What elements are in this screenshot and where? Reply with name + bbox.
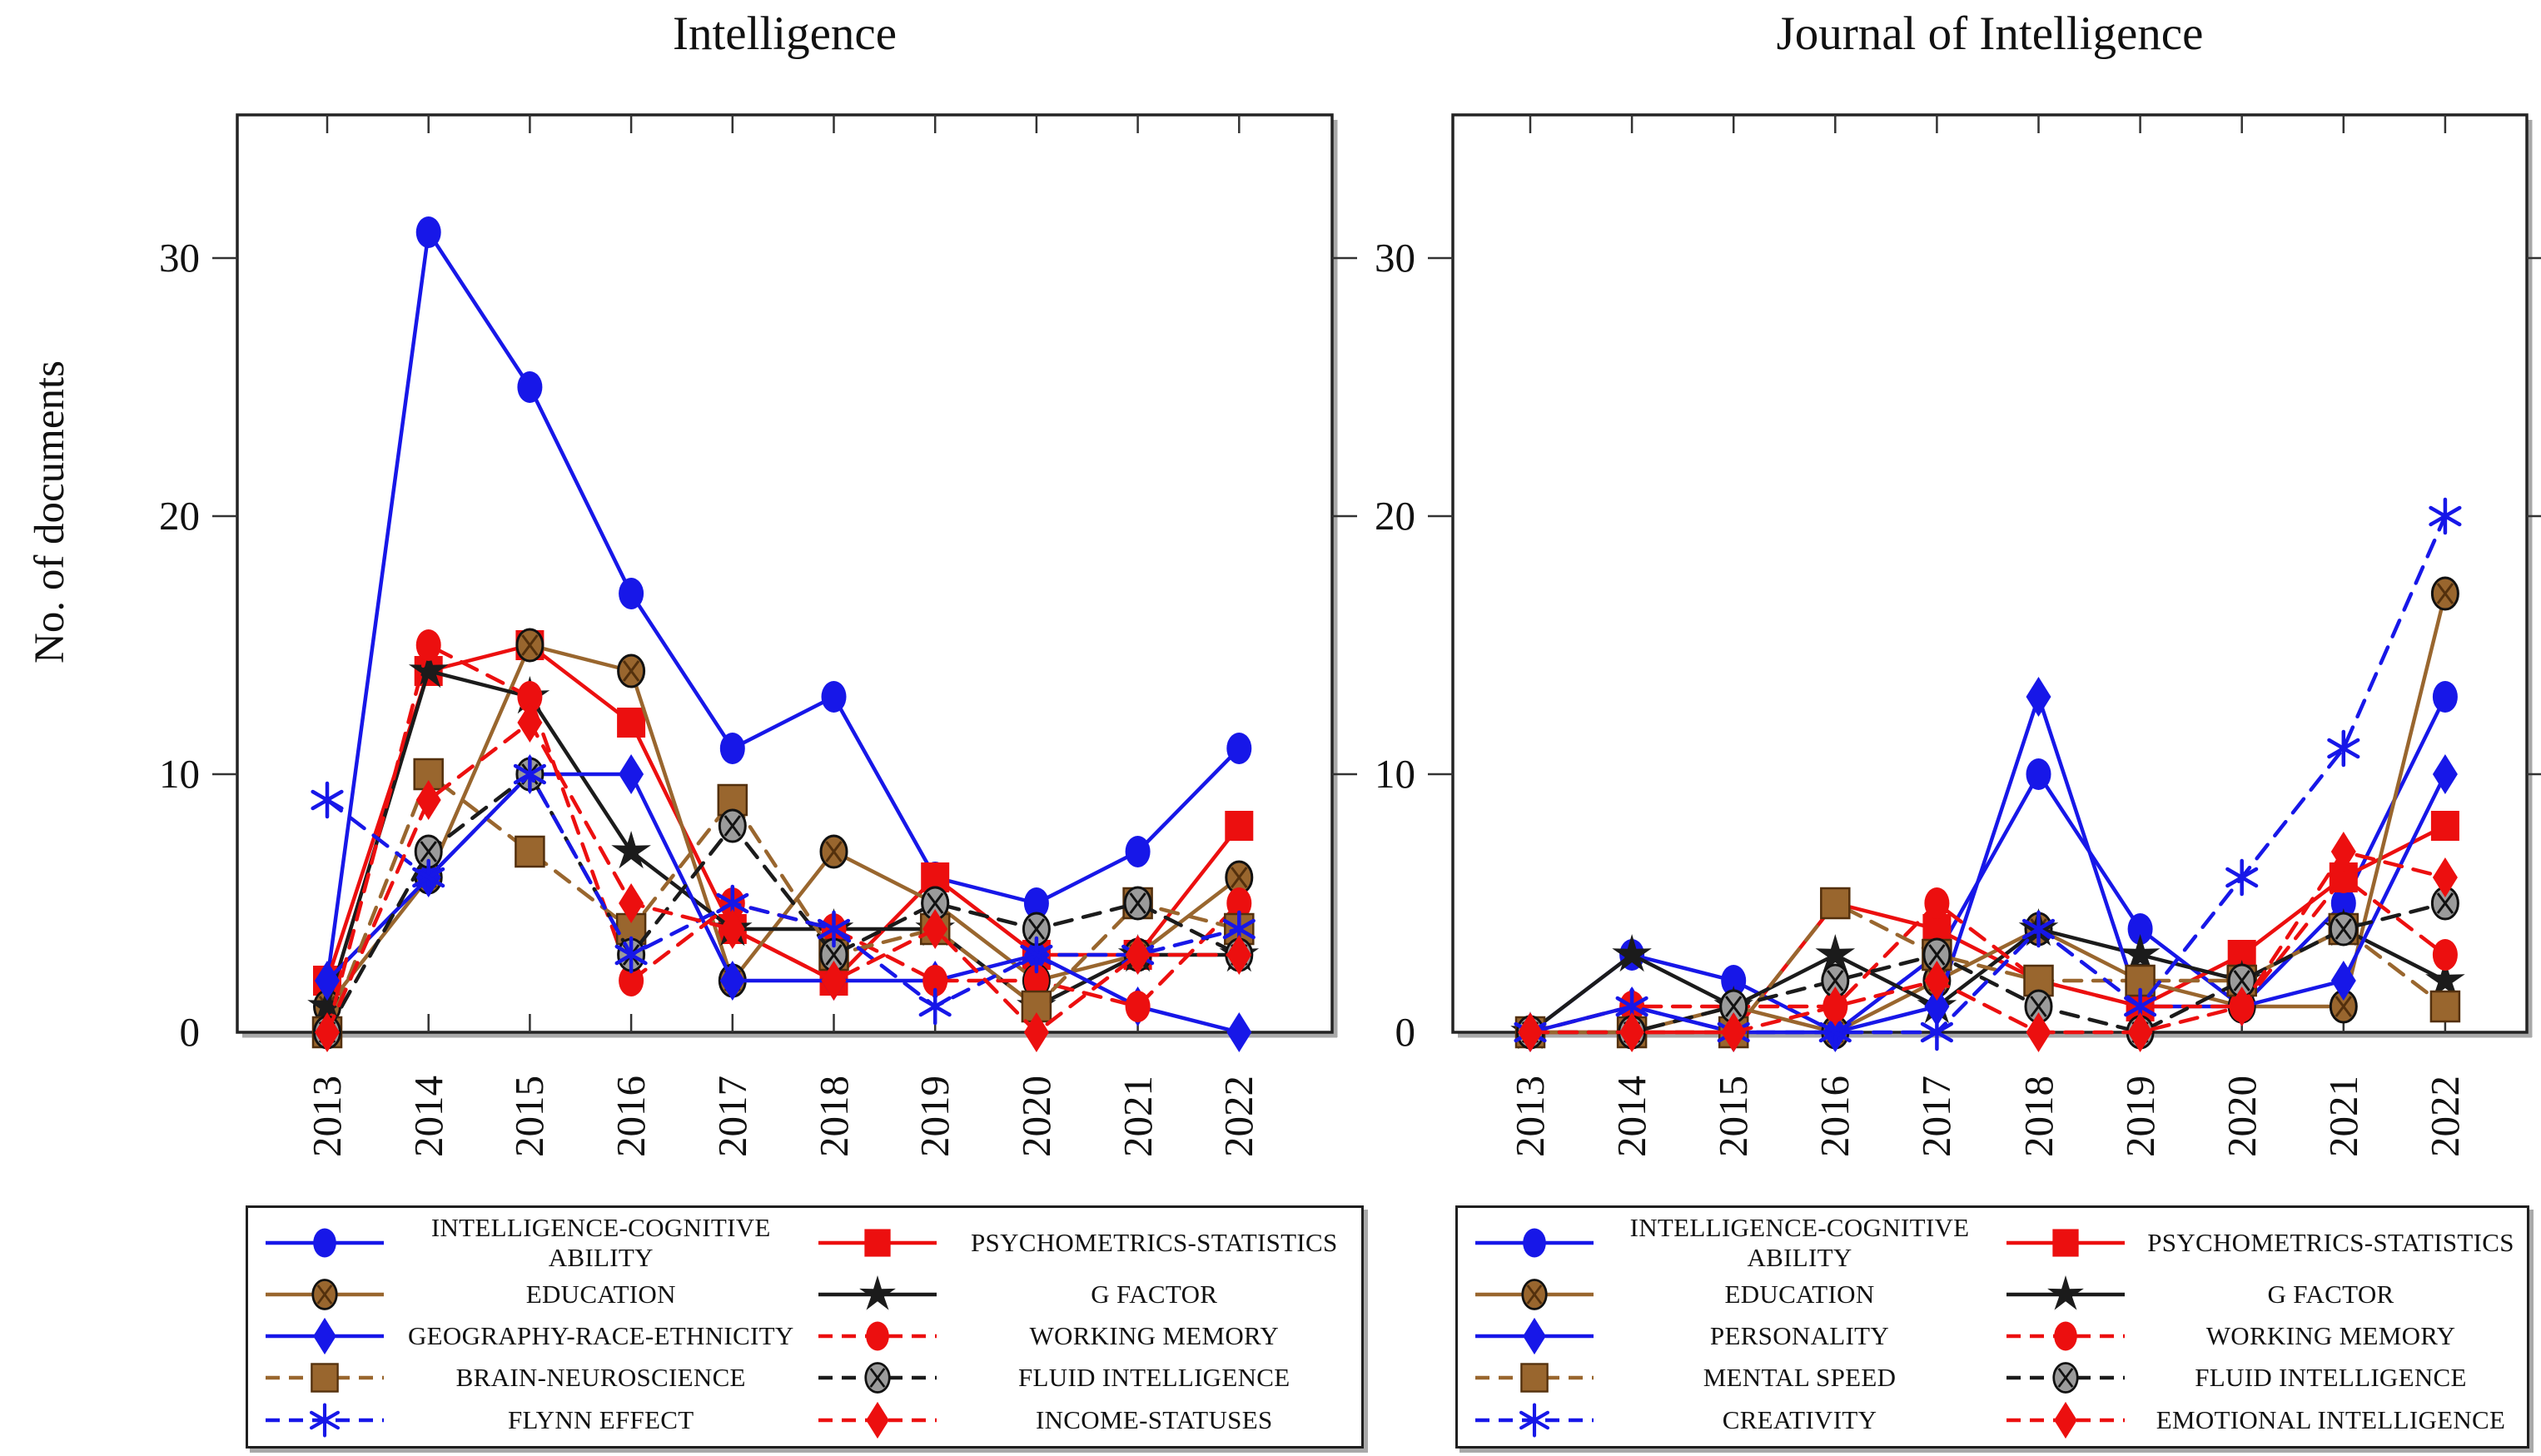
- x-tick-label: 2016: [608, 1076, 654, 1157]
- legend-sample-brain-neuroscience: [265, 1363, 384, 1394]
- legend-label: G FACTOR: [2267, 1279, 2394, 1309]
- left-chart-legend: INTELLIGENCE-COGNITIVE ABILITY PSYCHOMETR…: [246, 1205, 1364, 1449]
- series-creativity: [1514, 497, 2462, 1051]
- legend-sample-working-memory: [818, 1321, 937, 1351]
- legend-sample-education: [1474, 1278, 1594, 1310]
- legend-sample-psychometrics-statistics: [2006, 1229, 2125, 1257]
- y-tick-label: 10: [1375, 751, 1415, 797]
- legend-sample-fluid-intelligence: [2006, 1362, 2125, 1394]
- legend-sample-flynn-effect: [265, 1403, 384, 1438]
- y-axis-label: No. of documents: [27, 360, 73, 664]
- series-flynn-effect: [311, 755, 1256, 1026]
- y-tick-label: 20: [159, 493, 200, 539]
- series-income-statuses: [315, 703, 1252, 1052]
- x-tick-label: 2014: [405, 1076, 451, 1157]
- series-geography-race-ethnicity: [315, 754, 1252, 1052]
- legend-sample-mental-speed: [1474, 1363, 1594, 1394]
- legend-label: EDUCATION: [1724, 1279, 1875, 1309]
- legend-label: WORKING MEMORY: [1029, 1320, 1280, 1350]
- legend-label: WORKING MEMORY: [2205, 1320, 2456, 1350]
- series-working-memory: [315, 629, 1252, 1048]
- legend-sample-fluid-intelligence: [818, 1362, 937, 1394]
- series-fluid-intelligence: [313, 757, 1254, 1050]
- x-tick-label: 2016: [1812, 1076, 1858, 1157]
- series-psychometrics-statistics: [313, 630, 1254, 996]
- y-tick-label: 30: [159, 235, 200, 281]
- legend-label: EMOTIONAL INTELLIGENCE: [2156, 1404, 2506, 1434]
- x-tick-label: 2019: [912, 1076, 958, 1157]
- x-tick-label: 2022: [1216, 1076, 1262, 1157]
- x-tick-label: 2022: [2421, 1076, 2468, 1157]
- legend-sample-intelligence-cognitive-ability: [265, 1228, 384, 1258]
- y-tick-label: 30: [1375, 235, 1415, 281]
- legend-label: FLYNN EFFECT: [507, 1404, 694, 1434]
- legend-label: PSYCHOMETRICS-STATISTICS: [2147, 1228, 2514, 1258]
- x-tick-label: 2013: [304, 1076, 350, 1157]
- left-chart-title: Intelligence: [672, 7, 898, 60]
- legend-label: FLUID INTELLIGENCE: [2195, 1363, 2467, 1393]
- legend-label: MENTAL SPEED: [1703, 1363, 1897, 1393]
- x-tick-label: 2014: [1609, 1076, 1655, 1157]
- x-tick-label: 2017: [709, 1076, 755, 1157]
- legend-sample-education: [265, 1278, 384, 1310]
- legend-sample-personality: [1474, 1317, 1594, 1355]
- x-tick-label: 2013: [1507, 1076, 1553, 1157]
- y-tick-label: 20: [1375, 493, 1415, 539]
- x-tick-label: 2015: [1710, 1076, 1757, 1157]
- legend-sample-income-statuses: [818, 1401, 937, 1439]
- legend-sample-g-factor: [818, 1275, 937, 1310]
- legend-label: GEOGRAPHY-RACE-ETHNICITY: [407, 1320, 794, 1350]
- x-tick-label: 2021: [2320, 1076, 2366, 1157]
- right-chart-legend: INTELLIGENCE-COGNITIVE ABILITY PSYCHOMETR…: [1455, 1205, 2529, 1449]
- legend-label: EDUCATION: [525, 1279, 676, 1309]
- legend-label: PSYCHOMETRICS-STATISTICS: [970, 1228, 1338, 1258]
- x-tick-label: 2015: [506, 1076, 553, 1157]
- legend-sample-creativity: [1474, 1403, 1594, 1438]
- legend-label: BRAIN-NEUROSCIENCE: [455, 1363, 746, 1393]
- legend-label: INTELLIGENCE-COGNITIVE ABILITY: [430, 1213, 771, 1273]
- legend-label: INCOME-STATUSES: [1036, 1404, 1273, 1434]
- legend-sample-geography-race-ethnicity: [265, 1317, 384, 1355]
- x-tick-label: 2019: [2116, 1076, 2163, 1157]
- legend-sample-emotional-intelligence: [2006, 1401, 2125, 1439]
- x-tick-label: 2018: [2015, 1076, 2061, 1157]
- x-tick-label: 2020: [1012, 1076, 1059, 1157]
- series-education: [1516, 576, 2459, 1050]
- y-tick-label: 0: [179, 1009, 201, 1055]
- legend-sample-working-memory: [2006, 1321, 2125, 1351]
- right-chart-title: Journal of Intelligence: [1776, 7, 2204, 60]
- legend-sample-psychometrics-statistics: [818, 1229, 937, 1257]
- legend-label: INTELLIGENCE-COGNITIVE ABILITY: [1629, 1213, 1970, 1273]
- x-tick-label: 2021: [1114, 1076, 1161, 1157]
- legend-sample-intelligence-cognitive-ability: [1474, 1228, 1594, 1258]
- y-tick-label: 10: [159, 751, 200, 797]
- series-emotional-intelligence: [1518, 832, 2458, 1052]
- legend-label: CREATIVITY: [1722, 1404, 1877, 1434]
- x-tick-label: 2018: [810, 1076, 857, 1157]
- y-tick-label: 0: [1395, 1009, 1416, 1055]
- legend-sample-g-factor: [2006, 1275, 2125, 1310]
- legend-label: FLUID INTELLIGENCE: [1017, 1363, 1290, 1393]
- x-tick-label: 2020: [2218, 1076, 2265, 1157]
- legend-label: G FACTOR: [1091, 1279, 1218, 1309]
- series-brain-neuroscience: [311, 758, 1255, 1049]
- x-tick-label: 2017: [1913, 1076, 1960, 1157]
- legend-label: PERSONALITY: [1709, 1320, 1890, 1350]
